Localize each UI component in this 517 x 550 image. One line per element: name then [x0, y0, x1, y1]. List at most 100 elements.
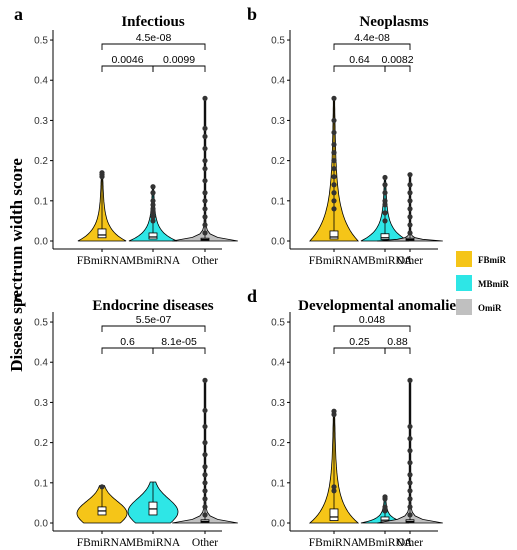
panel-title: Developmental anomalies — [298, 298, 462, 314]
comparison-bracket — [152, 65, 206, 72]
outlier-point — [331, 206, 337, 212]
comparison-p-value: 0.6 — [120, 336, 135, 348]
box — [380, 233, 390, 240]
panel-title: Infectious — [121, 14, 184, 30]
y-tick-label: 0.3 — [34, 116, 48, 127]
comparison-bracket — [333, 325, 411, 332]
outlier-point — [150, 206, 156, 212]
comparison-p-value: 0.048 — [359, 314, 385, 326]
x-tick-label: MBmiRNA — [126, 255, 181, 267]
comparison-p-value: 4.4e-08 — [354, 32, 390, 44]
panel-title: Neoplasms — [359, 14, 428, 30]
outlier-point — [331, 190, 337, 196]
comparison-p-value: 0.25 — [349, 336, 370, 348]
outlier-point — [382, 182, 388, 188]
outlier-point — [382, 202, 388, 208]
outlier-point — [407, 198, 413, 204]
y-tick-label: 0.4 — [34, 358, 48, 369]
legend-swatch-OmiR — [456, 299, 472, 315]
comparison-bracket — [333, 65, 386, 72]
outlier-point — [331, 488, 337, 494]
panel-letter: c — [14, 286, 22, 306]
x-tick-label: FBmiRNA — [77, 537, 128, 549]
x-tick-label: Other — [192, 537, 218, 549]
y-tick-label: 0.4 — [271, 76, 285, 87]
outlier-point — [382, 504, 388, 510]
outlier-point — [407, 435, 413, 442]
outlier-point — [331, 149, 337, 156]
outlier-point — [202, 145, 208, 152]
outlier-point — [202, 166, 208, 172]
panel-letter: a — [14, 4, 23, 24]
comparison-bracket — [384, 347, 411, 354]
outlier-point — [99, 170, 105, 176]
outlier-point — [331, 117, 337, 124]
x-tick-label: MBmiRNA — [126, 537, 181, 549]
outlier-point — [382, 198, 388, 204]
comparison-bracket — [101, 65, 154, 72]
outlier-point — [202, 407, 208, 414]
y-tick-label: 0.1 — [34, 196, 48, 207]
outlier-point — [382, 190, 388, 196]
outlier-point — [202, 488, 208, 494]
outlier-point — [407, 480, 413, 486]
panel-b: b Neoplasms 0.0 0.1 0.2 0.3 0.4 0.5 FBmiRNAMBmiR… — [247, 4, 443, 267]
comparison-p-value: 0.0099 — [163, 54, 195, 66]
outlier-point — [202, 512, 208, 518]
x-tick-label: FBmiRNA — [309, 537, 360, 549]
outlier-point — [202, 504, 208, 510]
comparison-p-value: 0.64 — [349, 54, 370, 66]
outlier-point — [202, 377, 208, 383]
outlier-point — [382, 508, 388, 514]
outlier-point — [202, 464, 208, 470]
outlier-point — [202, 95, 208, 101]
panel-d: d Developmental anomalies 0.0 0.1 0.2 0.3 0.4 0… — [247, 286, 462, 549]
outlier-point — [202, 222, 208, 228]
outlier-point — [407, 182, 413, 188]
y-tick-label: 0.5 — [34, 318, 48, 329]
outlier-point — [331, 484, 337, 490]
outlier-point — [202, 452, 208, 458]
y-tick-label: 0.2 — [34, 438, 48, 449]
comparison-bracket — [333, 43, 411, 50]
outlier-point — [407, 496, 413, 502]
y-tick-label: 0.0 — [34, 237, 48, 248]
outlier-point — [150, 184, 156, 190]
outlier-point — [202, 423, 208, 430]
outlier-point — [407, 488, 413, 494]
x-tick-label: MBmiRNA — [358, 537, 413, 549]
y-tick-label: 0.3 — [271, 116, 285, 127]
outlier-point — [407, 214, 413, 220]
outlier-point — [407, 230, 413, 236]
comparison-p-value: 0.88 — [387, 336, 408, 348]
panel-a: a Infectious 0.0 0.1 0.2 0.3 0.4 0.5 FBmiRNAMBmi… — [14, 4, 238, 267]
outlier-point — [382, 218, 388, 224]
outlier-point — [382, 494, 388, 500]
outlier-point — [407, 512, 413, 518]
y-tick-label: 0.2 — [271, 438, 285, 449]
outlier-point — [150, 190, 156, 196]
box — [329, 230, 339, 240]
outlier-point — [202, 214, 208, 220]
outlier-point — [202, 133, 208, 140]
outlier-point — [407, 448, 413, 454]
outlier-point — [150, 202, 156, 208]
box — [97, 228, 107, 239]
y-tick-label: 0.2 — [34, 156, 48, 167]
outlier-point — [331, 182, 337, 188]
comparison-p-value: 4.5e-08 — [136, 32, 172, 44]
outlier-point — [407, 504, 413, 510]
outlier-point — [407, 206, 413, 212]
outlier-point — [150, 214, 156, 220]
outlier-point — [202, 178, 208, 184]
x-tick-label: Other — [192, 255, 218, 267]
legend-label-OmiR: OmiR — [478, 303, 502, 313]
y-tick-label: 0.5 — [34, 36, 48, 47]
legend: FBmiR MBmiR OmiR — [456, 251, 509, 315]
outlier-point — [331, 174, 337, 180]
outlier-point — [407, 377, 413, 383]
panel-title: Endocrine diseases — [92, 298, 213, 314]
y-axis-label: Disease spectrum width score — [7, 158, 26, 372]
outlier-point — [331, 158, 337, 164]
